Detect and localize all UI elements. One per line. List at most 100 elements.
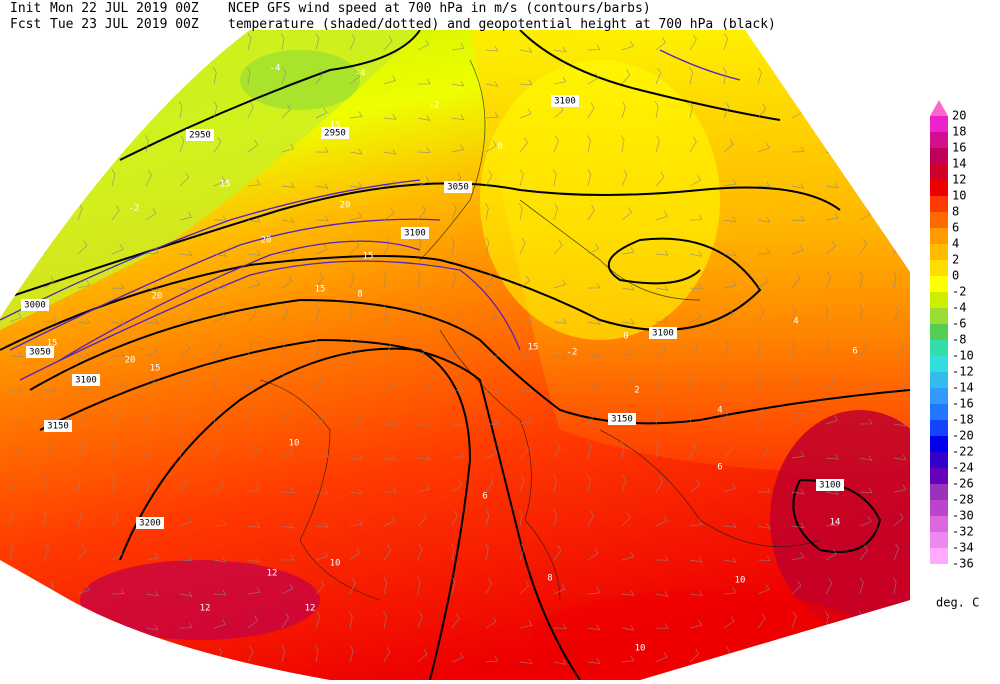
wind-barb xyxy=(485,237,490,255)
colorbar-label: -14 xyxy=(952,381,974,395)
wind-barb xyxy=(553,240,563,255)
wind-barb xyxy=(757,645,762,663)
wind-barb xyxy=(552,475,557,493)
wind-barb xyxy=(349,578,356,595)
wind-barb xyxy=(451,421,465,427)
wind-barb xyxy=(791,488,805,495)
wind-barb xyxy=(587,510,594,527)
wind-barb xyxy=(790,645,795,663)
wind-barb xyxy=(179,343,191,357)
wind-barb xyxy=(689,648,700,663)
wind-barb xyxy=(349,376,360,391)
wind-barb xyxy=(247,139,259,153)
wind-barb xyxy=(451,347,465,357)
wind-barb xyxy=(43,107,56,119)
wind-barb xyxy=(281,143,295,153)
height-label-box xyxy=(816,479,844,491)
wind-barb xyxy=(145,552,159,561)
wind-barb xyxy=(655,316,669,323)
wind-barb xyxy=(315,451,329,459)
wind-barb xyxy=(553,623,567,629)
colorbar-swatch xyxy=(930,164,948,180)
wind-barb xyxy=(315,374,323,391)
wind-barb xyxy=(348,305,353,323)
wind-barb xyxy=(587,319,601,325)
wind-barb xyxy=(417,343,429,357)
wind-barb xyxy=(859,74,872,85)
wind-barb xyxy=(689,101,693,119)
wind-barb xyxy=(315,215,329,221)
wind-barb xyxy=(587,658,601,664)
colorbar-label: 0 xyxy=(952,269,959,283)
wind-barb xyxy=(757,142,770,153)
wind-barb xyxy=(825,611,829,629)
wind-barb xyxy=(689,519,703,527)
wind-barb xyxy=(791,183,805,189)
colorbar-label: 8 xyxy=(952,205,959,219)
wind-barb xyxy=(111,625,125,631)
wind-label: 15 xyxy=(330,121,341,131)
wind-barb xyxy=(519,444,530,459)
wind-barb xyxy=(349,182,363,189)
temperature-label: 8 xyxy=(357,290,362,300)
temperature-label: 10 xyxy=(635,644,646,654)
wind-barb xyxy=(145,170,152,187)
wind-barb xyxy=(859,545,868,561)
wind-barb xyxy=(77,280,91,289)
wind-barb xyxy=(859,340,867,357)
wind-barb xyxy=(893,343,904,357)
wind-barb xyxy=(416,577,421,595)
wind-barb xyxy=(213,480,225,493)
wind-barb xyxy=(791,451,805,459)
colorbar-label: -36 xyxy=(952,557,974,571)
temperature-label: 6 xyxy=(852,347,857,357)
wind-barb xyxy=(621,247,635,255)
wind-barb xyxy=(179,516,192,527)
wind-barb xyxy=(451,144,465,153)
wind-barb xyxy=(451,510,458,527)
wind-label: 20 xyxy=(152,292,163,302)
wind-barb xyxy=(825,33,831,51)
wind-barb xyxy=(315,305,320,323)
colorbar-label: -16 xyxy=(952,397,974,411)
wind-barb xyxy=(349,488,363,495)
colorbar-label: -26 xyxy=(952,477,974,491)
wind-barb xyxy=(553,76,567,85)
colorbar-label: -32 xyxy=(952,525,974,539)
wind-barb xyxy=(450,543,455,561)
wind-barb xyxy=(893,648,903,663)
height-label-box xyxy=(551,95,579,107)
wind-barb xyxy=(519,658,533,665)
wind-barb xyxy=(417,147,431,153)
wind-barb xyxy=(893,177,906,187)
wind-barb xyxy=(451,43,465,51)
wind-barb xyxy=(417,237,422,255)
wind-barb xyxy=(77,75,91,85)
wind-barb xyxy=(553,353,567,359)
header-label: Fcst xyxy=(10,17,41,32)
wind-barb xyxy=(315,611,321,629)
wind-barb xyxy=(825,548,837,561)
wind-barb xyxy=(553,509,558,527)
wind-barb xyxy=(859,149,873,155)
colorbar-swatch xyxy=(930,116,948,132)
temperature-label: 10 xyxy=(289,439,300,449)
colorbar-label: -10 xyxy=(952,349,974,363)
wind-barb xyxy=(9,139,21,153)
colorbar-label: -6 xyxy=(952,317,966,331)
wind-barb xyxy=(111,205,120,221)
wind-barb xyxy=(349,547,361,561)
map-area xyxy=(0,30,910,680)
wind-barb xyxy=(859,577,864,595)
wind-barb xyxy=(621,376,632,391)
wind-barb xyxy=(43,203,47,221)
wind-barb xyxy=(892,271,897,289)
wind-barb xyxy=(417,78,431,85)
wind-barb xyxy=(621,512,631,527)
temperature-label: -4 xyxy=(355,69,366,79)
wind-barb xyxy=(77,46,91,52)
wind-barb xyxy=(688,407,693,425)
wind-label: 20 xyxy=(125,356,136,366)
